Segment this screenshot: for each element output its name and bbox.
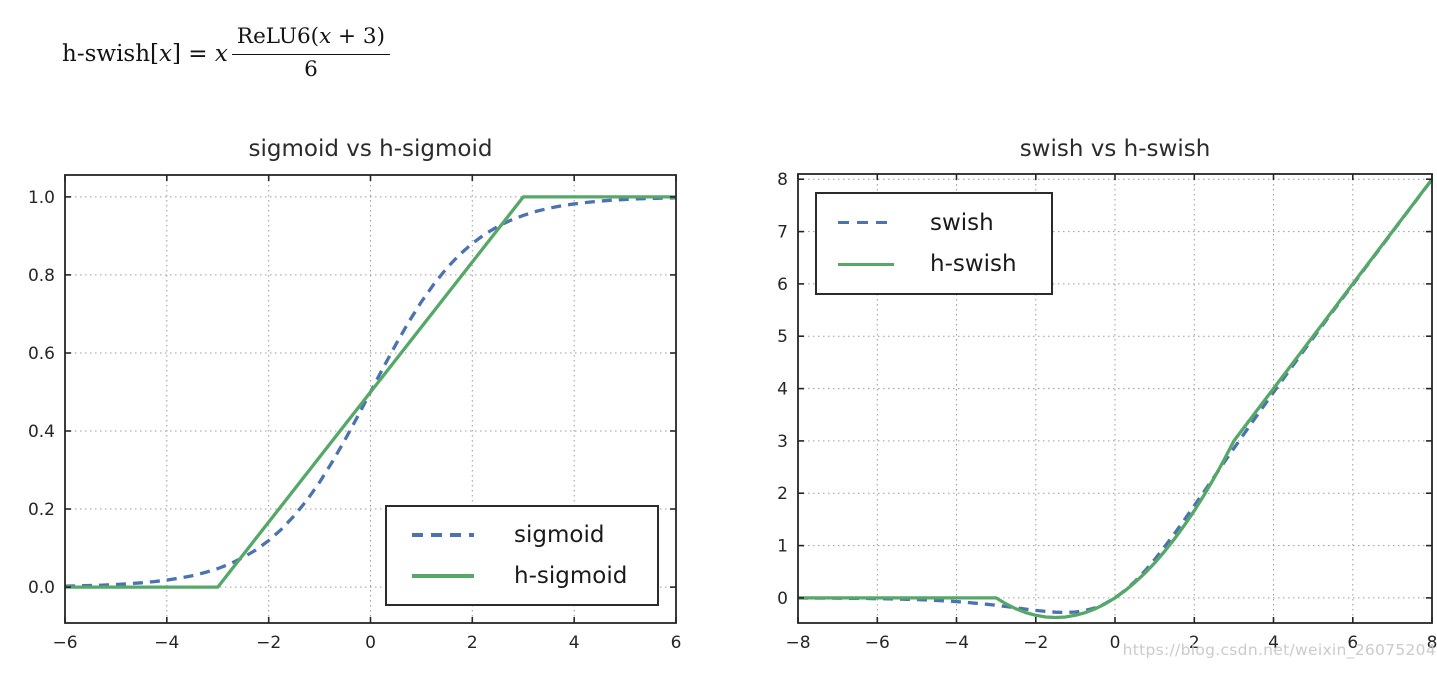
y-tick-label: 1 [777,537,788,557]
legend-row-h-swish: h-swish [817,251,1051,277]
legend-row-h-sigmoid: h-sigmoid [387,563,657,589]
y-tick-label: 1.0 [28,188,55,208]
legend-label-swish: swish [930,209,994,236]
formula-fraction: ReLU6(x + 3) 6 [231,24,390,84]
y-tick-label: 0.4 [28,422,55,442]
y-tick-label: 0 [777,589,788,609]
y-tick-label: 6 [777,275,788,295]
x-tick-label: 2 [1189,633,1200,653]
y-tick-label: 5 [777,327,788,347]
legend-line-swish [838,220,894,225]
x-tick-label: 6 [671,633,682,653]
y-tick-label: 7 [777,223,788,243]
y-tick-label: 8 [777,170,788,190]
y-tick-label: 0.0 [28,578,55,598]
formula-numerator: ReLU6(x + 3) [231,24,390,55]
legend-row-sigmoid: sigmoid [387,522,657,548]
legend-line-h-sigmoid [412,574,474,578]
right-chart-legend: swish h-swish [815,192,1053,295]
left-chart-legend: sigmoid h-sigmoid [385,505,659,606]
x-tick-label: 0 [365,633,376,653]
x-tick-label: 4 [1268,633,1279,653]
y-tick-label: 2 [777,484,788,504]
legend-line-sigmoid [412,533,474,537]
left-chart-title: sigmoid vs h-sigmoid [248,136,493,162]
y-tick-label: 0.6 [28,344,55,364]
csdn-watermark: https://blog.csdn.net/weixin_26075204 [1122,641,1436,659]
legend-label-sigmoid: sigmoid [514,522,605,548]
x-tick-label: −4 [944,633,969,653]
hswish-formula: h-swish[x] = x ReLU6(x + 3) 6 [62,24,390,84]
formula-lhs: h-swish[x] = x [62,40,228,67]
right-chart-title: swish vs h-swish [1019,136,1211,162]
y-tick-label: 4 [777,380,788,400]
legend-label-h-swish: h-swish [930,251,1017,278]
x-tick-label: −4 [154,633,179,653]
y-tick-label: 0.8 [28,266,55,286]
series-h-swish [798,178,1434,620]
y-tick-label: 3 [777,432,788,452]
x-tick-label: −6 [52,633,77,653]
legend-label-h-sigmoid: h-sigmoid [514,563,628,589]
y-tick-label: 0.2 [28,500,55,520]
legend-row-swish: swish [817,210,1051,236]
x-tick-label: −8 [785,633,810,653]
x-tick-label: 8 [1427,633,1437,653]
x-tick-label: 0 [1110,633,1121,653]
x-tick-label: 6 [1347,633,1358,653]
series-h-sigmoid [65,195,676,589]
formula-denominator: 6 [304,56,318,82]
x-tick-label: −6 [865,633,890,653]
x-tick-label: −2 [1023,633,1048,653]
legend-line-h-swish [838,262,894,267]
x-tick-label: −2 [256,633,281,653]
x-tick-label: 4 [569,633,580,653]
x-tick-label: 2 [467,633,478,653]
